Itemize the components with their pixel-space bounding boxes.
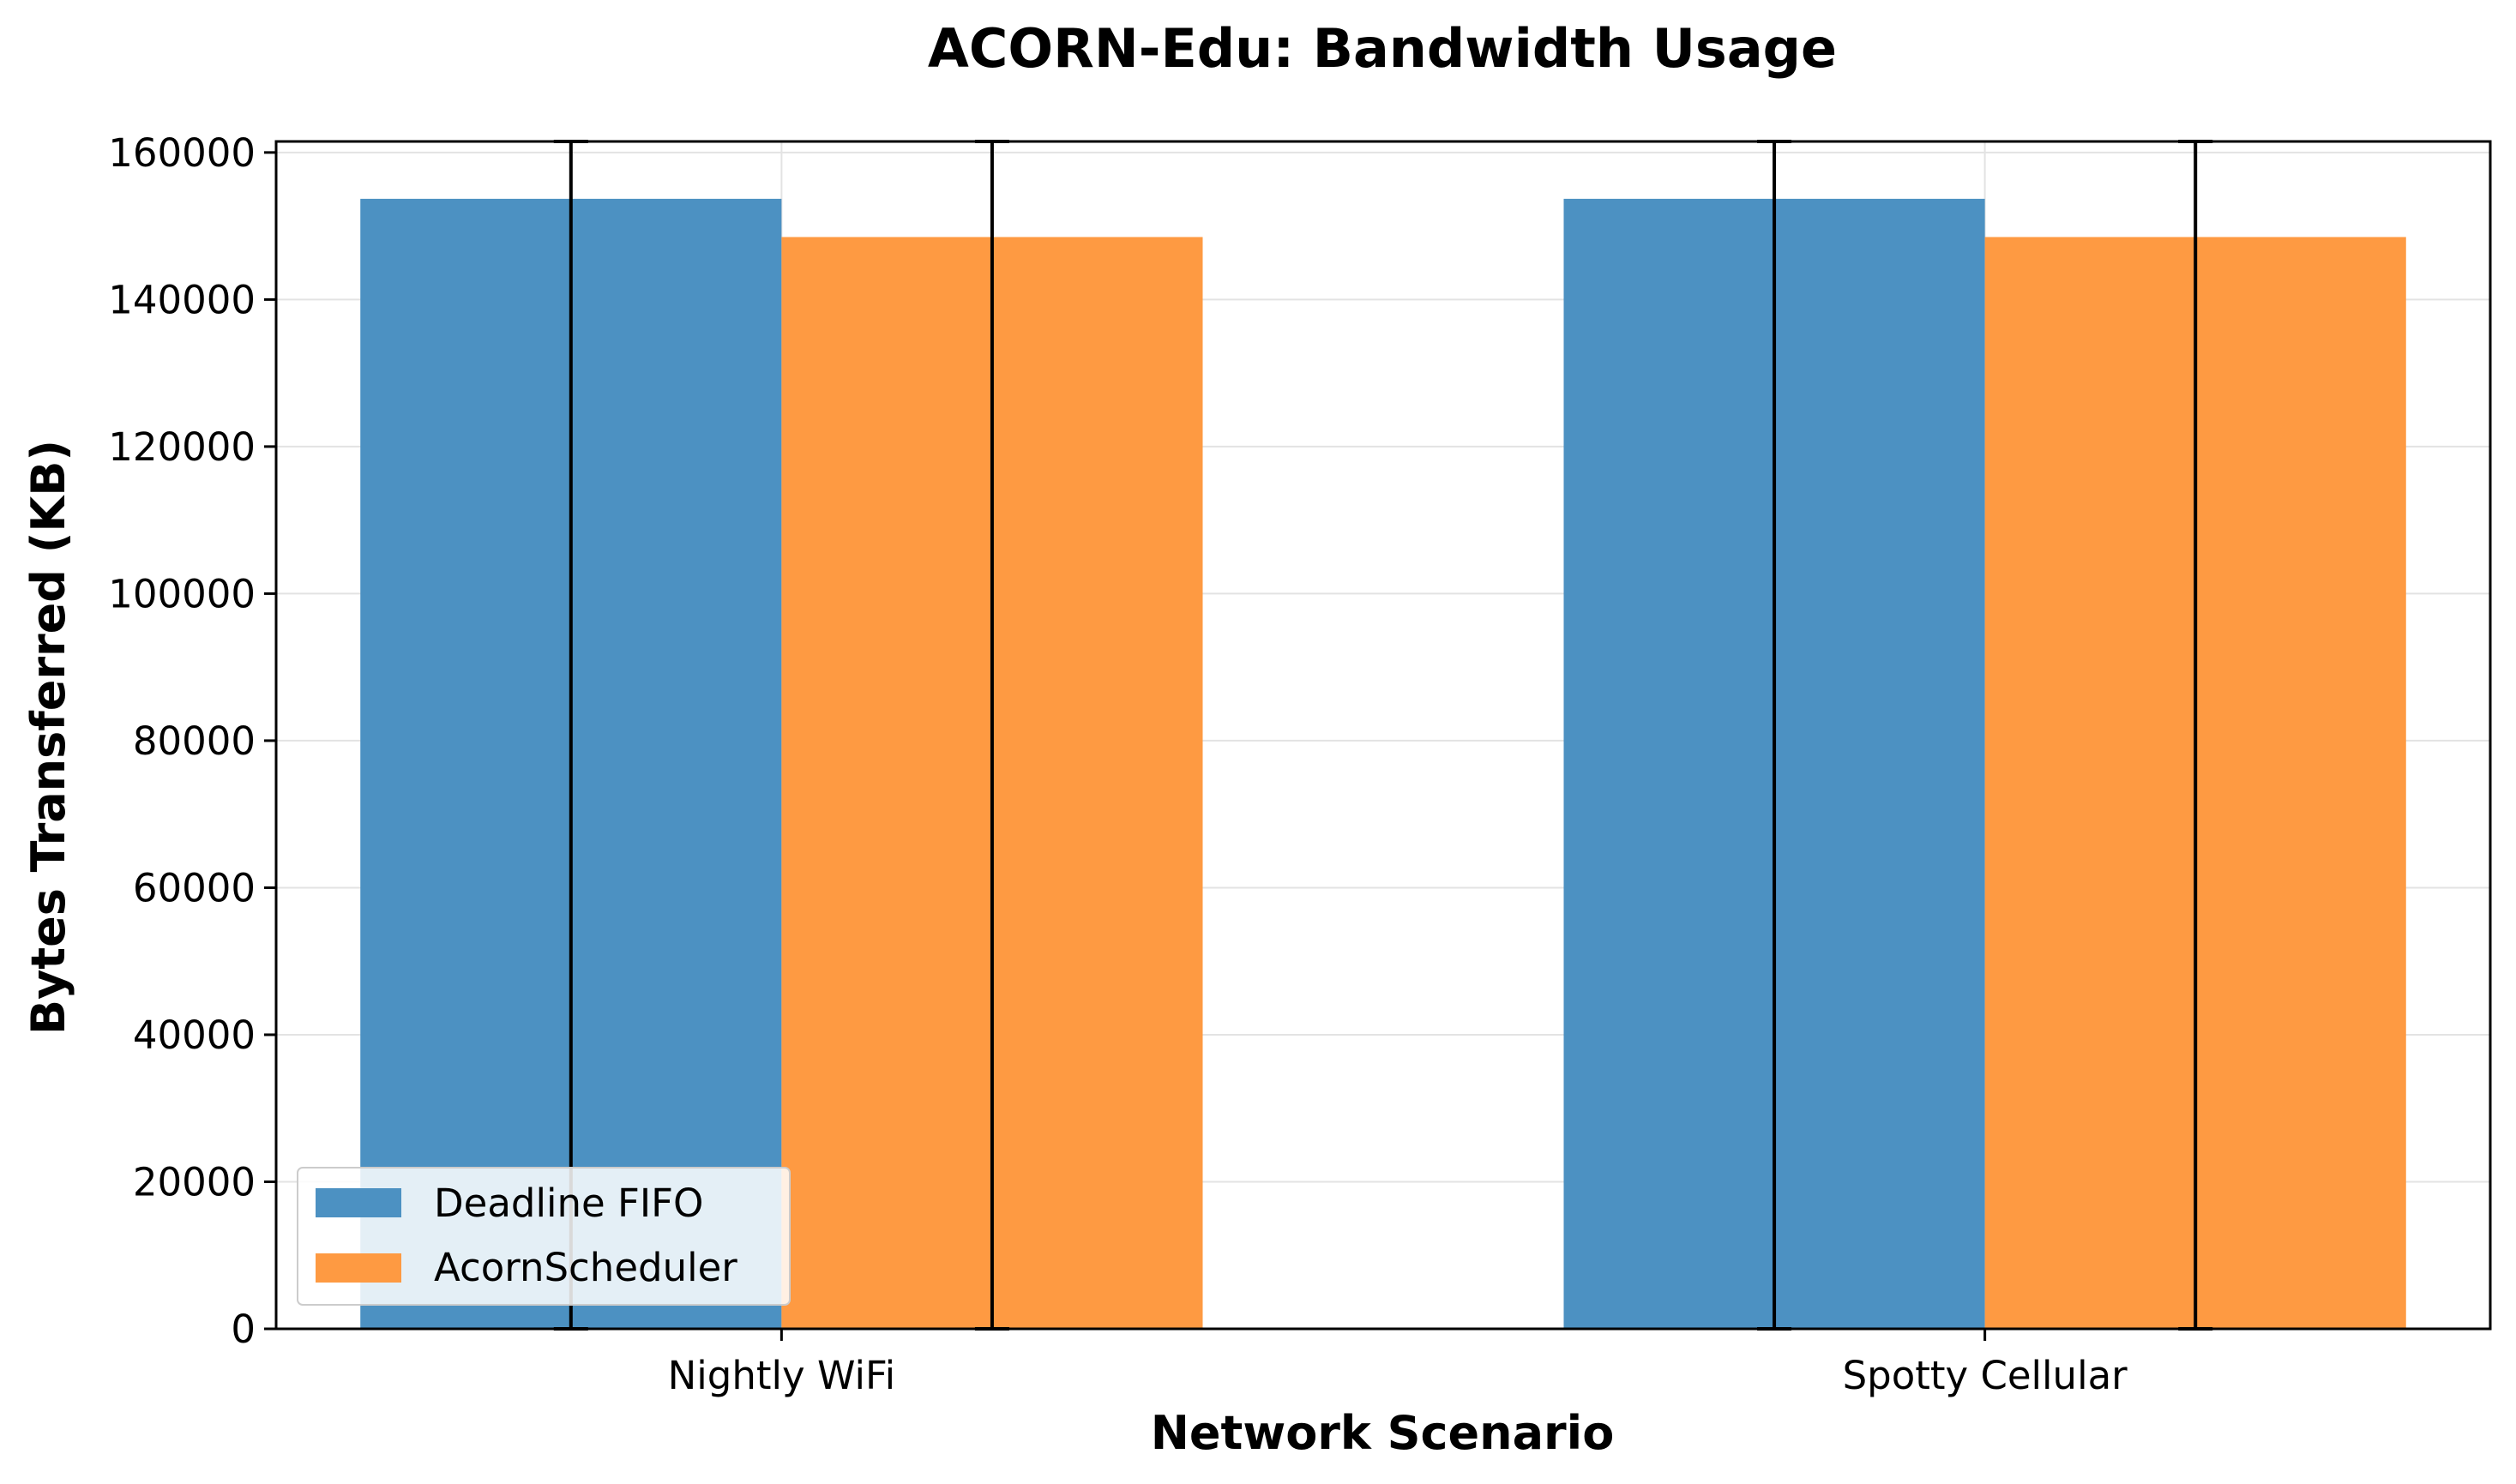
y-tick-label: 140000: [108, 277, 256, 322]
x-axis-label: Network Scenario: [1151, 1406, 1615, 1460]
y-tick-label: 100000: [108, 571, 256, 616]
x-axis-ticks: Nightly WiFi Spotty Cellular: [668, 1329, 2128, 1398]
x-tick-label: Nightly WiFi: [668, 1353, 895, 1398]
legend-label-deadline-fifo: Deadline FIFO: [434, 1181, 703, 1226]
y-tick-label: 120000: [108, 424, 256, 470]
legend-label-acornscheduler: AcornScheduler: [434, 1245, 737, 1290]
plot-frame: [274, 140, 2492, 1331]
y-axis-label: Bytes Transferred (KB): [21, 440, 75, 1035]
legend: Deadline FIFO AcornScheduler: [297, 1167, 791, 1306]
chart-title: ACORN-Edu: Bandwidth Usage: [928, 17, 1837, 80]
y-tick-label: 40000: [133, 1012, 256, 1058]
y-tick-label: 60000: [133, 865, 256, 910]
legend-swatch-deadline-fifo: [316, 1188, 401, 1217]
y-tick-label: 80000: [133, 718, 256, 764]
y-axis-ticks: 0 20000 40000 60000 80000 100000 120000 140000 1…: [108, 130, 276, 1352]
y-tick-label: 0: [231, 1307, 256, 1352]
y-tick-label: 160000: [108, 130, 256, 176]
legend-frame: [297, 1167, 791, 1306]
y-tick-label: 20000: [133, 1159, 256, 1205]
x-tick-label: Spotty Cellular: [1843, 1353, 2128, 1398]
legend-swatch-acornscheduler: [316, 1253, 401, 1283]
